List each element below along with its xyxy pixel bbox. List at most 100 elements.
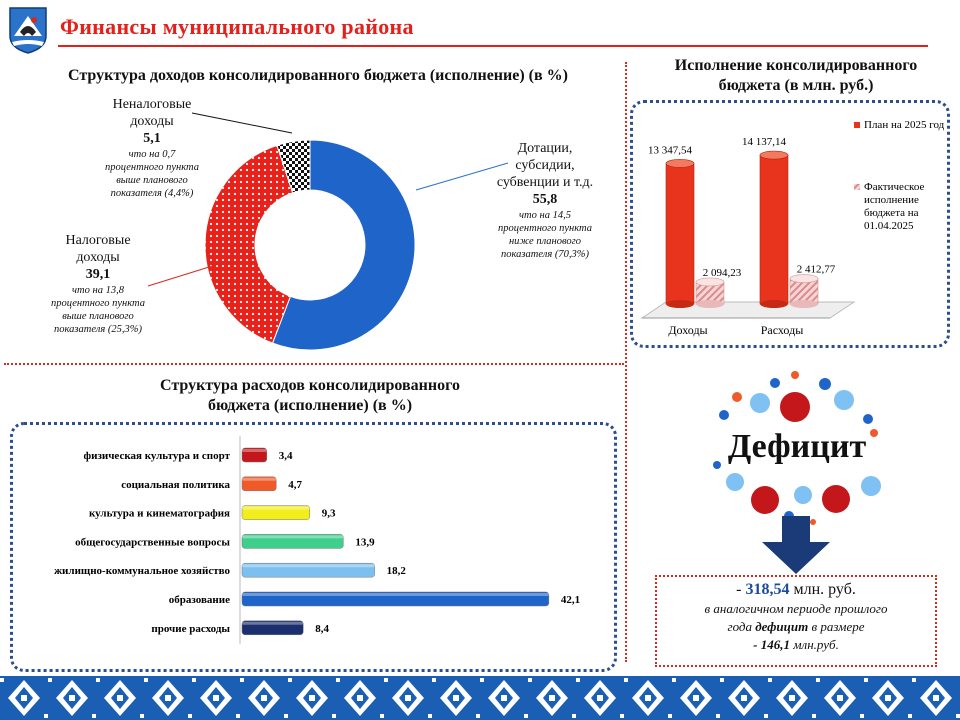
expense-value-label: 4,7 [288,479,302,491]
legend-fact-line1: Фактическое [864,181,924,193]
grants-revenue-annotation: Дотации, субсидии, субвенции и т.д. 55,8… [478,140,612,261]
deficit-note-line1: в аналогичном периоде прошлого [704,601,888,616]
execution-bar-base [790,300,818,308]
expense-bar [241,476,277,492]
bubble [863,414,873,424]
bubble [791,371,799,379]
execution-bar-top [695,277,725,287]
page-title: Финансы муниципального района [60,14,414,39]
grants-note-line2: процентного пункта [498,223,592,234]
nontax-note-line2: процентного пункта [105,162,199,173]
nontax-revenue-annotation: Неналоговые доходы 5,1 что на 0,7 процен… [90,96,214,200]
execution-bar-chart: 13 347,54 2 094,23 Доходы 14 137,14 2 412,77… [640,119,945,337]
expense-value-label: 13,9 [355,536,375,548]
expense-value-label: 8,4 [315,623,329,635]
donut-slice [276,139,311,194]
execution-bar-top [665,159,695,168]
legend-fact-line2: исполнение [864,194,919,206]
vertical-divider [625,62,627,662]
deficit-unit: млн. руб. [789,581,856,598]
donut-slice [204,144,294,344]
bubble [870,429,878,437]
expense-value-label: 18,2 [387,565,407,577]
legend-fact-swatch [854,184,860,190]
deficit-amount-line: - 318,54 млн. руб. [657,580,935,600]
expense-bar-highlight [242,535,344,539]
ornament-footer [0,676,960,720]
nontax-note-line3: выше планового [116,175,188,186]
expense-category-label: жилищно-коммунальное хозяйство [54,565,230,577]
tax-label-line1: Налоговые [65,233,131,248]
donut-slice [271,139,416,351]
deficit-note-line2: года дефицит в размере [657,618,935,636]
execution-value-label: 2 094,23 [703,267,742,279]
expense-bar [241,562,375,578]
execution-title-line1: Исполнение консолидированного [674,57,918,74]
expense-bar [241,505,311,520]
revenue-leader-lines [147,112,509,287]
expense-category-label: общегосударственные вопросы [75,536,230,548]
revenue-donut-chart [204,139,416,351]
bubble [750,393,770,413]
expense-category-label: физическая культура и спорт [84,450,231,462]
execution-bar-top [789,274,819,283]
execution-bar [665,163,695,305]
tax-note-line3: выше планового [62,311,134,322]
deficit-panel: - 318,54 млн. руб. в аналогичном периоде… [655,575,937,667]
expenses-title-line1: Структура расходов консолидированного [160,377,460,394]
legend-plan-swatch [854,122,860,128]
expenses-frame [10,422,617,672]
bubble [713,461,721,469]
execution-bar-base [666,300,694,308]
expense-value-label: 9,3 [322,508,336,520]
tax-note-line4: показателя (25,3%) [54,324,142,335]
execution-bar [759,154,789,305]
bubble [810,519,816,525]
execution-value-label: 2 412,77 [797,264,836,276]
grants-note-line3: ниже планового [508,236,582,247]
nontax-label-line1: Неналоговые [112,97,192,112]
bubble [780,392,810,422]
grants-note-line1: что на 14,5 [519,210,571,221]
execution-value-label: 14 137,14 [742,136,787,148]
legend-plan-label: План на 2025 год [864,119,945,131]
deficit-note-part-a: года [727,619,756,634]
deficit-dash: - [736,581,746,598]
deficit-heading: Дефицит [727,428,867,465]
expenses-title-line2: бюджета (исполнение) (в %) [207,397,413,414]
bubble [726,473,744,491]
deficit-note-line3: - 146,1 млн.руб. [657,636,935,654]
legend-fact-line3: бюджета на [864,207,919,219]
tax-label-line2: доходы [76,250,120,265]
execution-bar-base [696,300,724,308]
execution-bar-top [759,150,789,160]
execution-title: Исполнение консолидированного бюджета (в… [640,56,952,96]
expense-bar-highlight [242,564,375,568]
revenue-structure-title: Структура доходов консолидированного бюд… [68,67,568,84]
bubble [719,410,729,420]
deficit-bubbles [713,371,881,525]
bubble [819,378,831,390]
title-underline [58,45,928,47]
expense-bar-highlight [242,593,549,596]
bubble [770,378,780,388]
execution-category-label: Расходы [761,323,804,337]
bubble [822,485,850,513]
execution-title-line2: бюджета (в млн. руб.) [718,77,874,94]
deficit-amount: 318,54 [745,581,790,598]
tax-value: 39,1 [85,267,111,282]
execution-bar-base [760,300,788,308]
bubble [794,486,812,504]
expense-value-label: 3,4 [279,450,293,462]
tax-note-line1: что на 13,8 [72,285,124,296]
bubble [834,390,854,410]
expense-category-label: образование [169,594,230,606]
nontax-label-line2: доходы [130,114,174,129]
coat-of-arms-icon [9,7,47,54]
grants-label-line3: субвенции и т.д. [496,175,594,190]
bubble [732,392,742,402]
expense-category-label: социальная политика [121,479,230,491]
expenses-bar-chart: физическая культура и спорт 3,4 социальная… [54,436,580,644]
expense-value-label: 42,1 [561,594,580,606]
expense-category-label: культура и кинематография [89,508,230,520]
